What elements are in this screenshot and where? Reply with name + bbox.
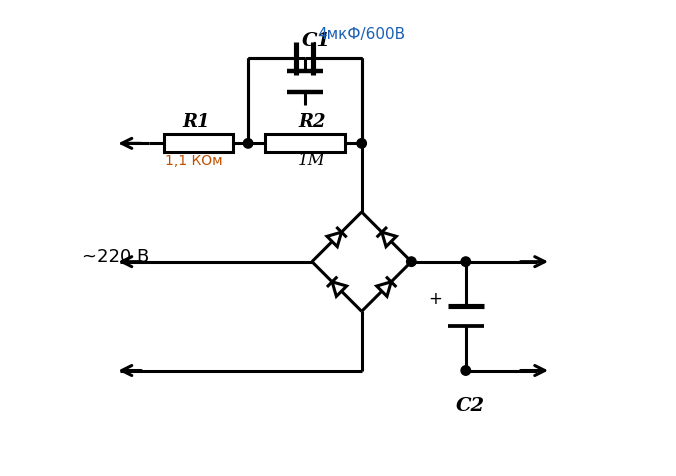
Text: 1,1 КОм: 1,1 КОм <box>165 154 222 168</box>
Polygon shape <box>327 232 341 247</box>
Text: R1: R1 <box>183 113 210 131</box>
Text: 1М: 1М <box>298 152 326 169</box>
Bar <box>164 134 233 152</box>
Circle shape <box>461 366 470 375</box>
Circle shape <box>243 139 253 148</box>
Text: 4мкФ/600В: 4мкФ/600В <box>318 27 406 42</box>
Circle shape <box>407 257 416 267</box>
Text: +: + <box>428 290 442 308</box>
Circle shape <box>357 139 366 148</box>
Text: C1: C1 <box>302 32 331 50</box>
Text: C2: C2 <box>456 397 485 415</box>
Text: R2: R2 <box>298 113 326 131</box>
Polygon shape <box>377 282 391 297</box>
Polygon shape <box>382 232 396 247</box>
Text: ~220 В: ~220 В <box>82 248 149 266</box>
Bar <box>265 134 345 152</box>
Polygon shape <box>332 282 347 297</box>
Circle shape <box>461 257 470 267</box>
